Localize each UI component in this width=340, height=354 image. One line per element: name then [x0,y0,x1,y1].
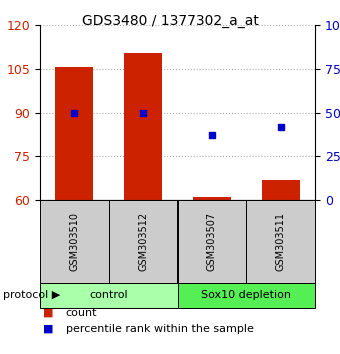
Text: count: count [66,308,97,318]
Text: protocol ▶: protocol ▶ [3,291,61,301]
Text: GSM303510: GSM303510 [69,212,79,271]
Point [278,124,283,129]
Bar [124,53,162,200]
Text: GDS3480 / 1377302_a_at: GDS3480 / 1377302_a_at [82,14,258,28]
Text: percentile rank within the sample: percentile rank within the sample [66,324,253,334]
Text: Sox10 depletion: Sox10 depletion [201,291,291,301]
Point [72,110,77,115]
Text: GSM303507: GSM303507 [207,212,217,271]
Bar [55,67,93,200]
Text: GSM303511: GSM303511 [276,212,286,271]
Bar [193,196,231,200]
Text: ■: ■ [44,324,54,334]
Point [140,110,146,115]
Point [209,132,215,138]
Bar [262,179,300,200]
Text: control: control [89,291,128,301]
Text: GSM303512: GSM303512 [138,212,148,271]
Text: ■: ■ [44,308,54,318]
